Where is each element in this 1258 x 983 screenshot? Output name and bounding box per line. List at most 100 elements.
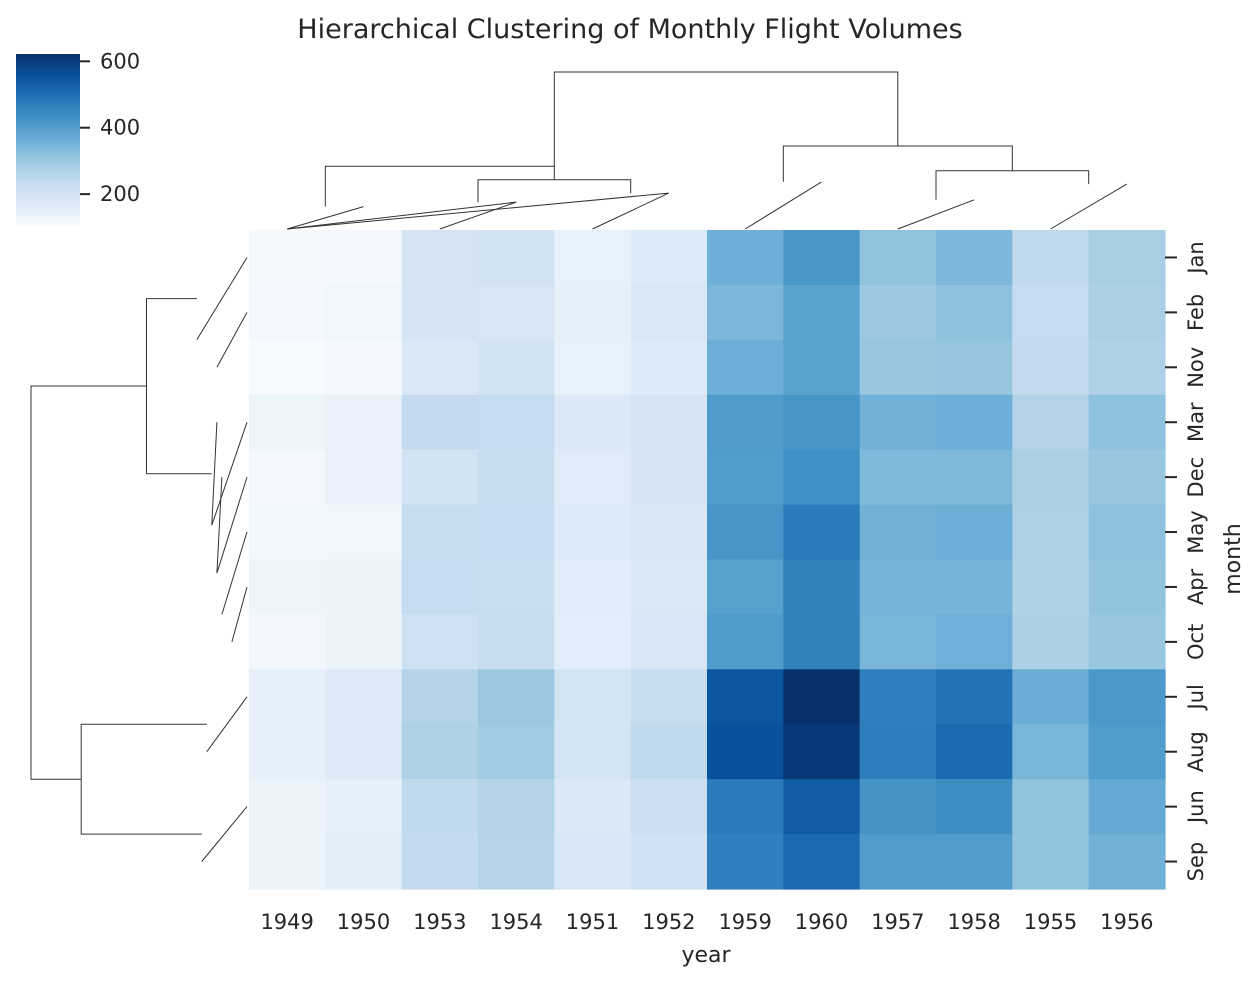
heatmap-cell (1088, 559, 1166, 616)
column-dendrogram-link (287, 206, 364, 230)
heatmap-cell (707, 779, 784, 835)
heatmap-cell (325, 504, 403, 561)
heatmap-cell (1012, 230, 1090, 286)
heatmap-cell (1012, 504, 1090, 561)
heatmap-cell (325, 779, 403, 835)
y-tick-label: Dec (1184, 457, 1208, 498)
row-dendrogram-link (30, 385, 147, 780)
chart-title: Hierarchical Clustering of Monthly Fligh… (297, 14, 962, 45)
heatmap-cell (936, 779, 1013, 835)
heatmap-cell (478, 339, 555, 396)
heatmap-cell (936, 669, 1013, 725)
heatmap-cell (859, 559, 937, 616)
column-dendrogram-link (897, 199, 975, 230)
heatmap-cell (1088, 449, 1166, 506)
heatmap-cell (249, 339, 326, 396)
heatmap-cell (401, 394, 479, 451)
heatmap-cell (936, 284, 1013, 341)
heatmap-cell (1088, 504, 1166, 561)
heatmap-grid (249, 230, 1166, 890)
heatmap-cell (554, 724, 632, 780)
heatmap-cell (249, 284, 326, 341)
heatmap-cell (783, 394, 861, 451)
heatmap-cell (936, 559, 1013, 616)
heatmap-cell (859, 284, 937, 341)
heatmap-cell (1012, 394, 1090, 451)
heatmap-cell (554, 394, 632, 451)
heatmap-cell (478, 834, 555, 890)
heatmap-cell (859, 834, 937, 890)
row-dendrogram-link (221, 531, 248, 615)
row-dendrogram-link (196, 257, 248, 341)
x-tick-label: 1959 (718, 910, 771, 934)
heatmap-cell (1012, 834, 1090, 890)
heatmap-cell (249, 394, 326, 451)
column-dendrogram-link (744, 181, 822, 230)
heatmap-cell (401, 724, 479, 780)
heatmap-cell (1012, 724, 1090, 780)
heatmap-cell (783, 339, 861, 396)
column-dendrogram-link (1050, 183, 1128, 230)
heatmap-cell (249, 614, 326, 670)
row-dendrogram-link (216, 312, 248, 368)
colorbar-tick-label: 200 (100, 182, 140, 206)
y-tick-label: Nov (1184, 347, 1208, 388)
heatmap-cell (783, 559, 861, 616)
x-axis-ticks: 1949 1950 1953 1954 1951 1952 1959 1960 1957 1958… (260, 910, 1153, 934)
x-tick-label: 1952 (642, 910, 695, 934)
colorbar-ticks: 200 400 600 (80, 49, 140, 206)
column-dendrogram-link (935, 170, 1090, 200)
heatmap-cell (1088, 834, 1166, 890)
y-tick-label: Jan (1184, 241, 1208, 275)
heatmap-cell (859, 449, 937, 506)
heatmap-cell (859, 724, 937, 780)
heatmap-cell (707, 284, 784, 341)
row-dendrogram-link (211, 422, 248, 526)
heatmap-cell (1012, 284, 1090, 341)
heatmap-cell (783, 449, 861, 506)
heatmap-cell (1012, 779, 1090, 835)
x-tick-label: 1955 (1024, 910, 1077, 934)
heatmap-cell (325, 230, 403, 286)
heatmap-cell (249, 449, 326, 506)
heatmap-cell (325, 669, 403, 725)
heatmap-cell (936, 394, 1013, 451)
x-tick-label: 1949 (260, 910, 313, 934)
heatmap-cell (554, 614, 632, 670)
heatmap-cell (401, 504, 479, 561)
heatmap-cell (478, 724, 555, 780)
heatmap-cell (401, 559, 479, 616)
y-tick-label: Mar (1184, 402, 1208, 442)
heatmap-cell (936, 339, 1013, 396)
heatmap-cell (401, 449, 479, 506)
x-tick-label: 1956 (1100, 910, 1153, 934)
heatmap-cell (859, 394, 937, 451)
heatmap-cell (1088, 394, 1166, 451)
heatmap-cell (630, 559, 708, 616)
heatmap-cell (630, 834, 708, 890)
heatmap-cell (554, 339, 632, 396)
x-tick-label: 1958 (947, 910, 1000, 934)
y-axis-label: month (1221, 523, 1246, 594)
heatmap-cell (630, 669, 708, 725)
heatmap-cell (707, 394, 784, 451)
heatmap-cell (783, 779, 861, 835)
heatmap-cell (1012, 614, 1090, 670)
y-tick-label: Sep (1184, 842, 1208, 882)
heatmap-cell (1088, 724, 1166, 780)
heatmap-cell (554, 449, 632, 506)
heatmap-cell (707, 339, 784, 396)
heatmap-cell (1088, 779, 1166, 835)
heatmap-cell (859, 614, 937, 670)
column-dendrogram-link (287, 201, 517, 230)
heatmap-cell (401, 779, 479, 835)
row-dendrogram-link (201, 806, 248, 862)
heatmap-cell (1088, 669, 1166, 725)
colorbar: 200 400 600 (16, 49, 140, 226)
heatmap-cell (325, 394, 403, 451)
heatmap-cell (1088, 614, 1166, 670)
heatmap-cell (401, 669, 479, 725)
heatmap-cell (630, 779, 708, 835)
column-dendrogram-link (287, 192, 670, 230)
